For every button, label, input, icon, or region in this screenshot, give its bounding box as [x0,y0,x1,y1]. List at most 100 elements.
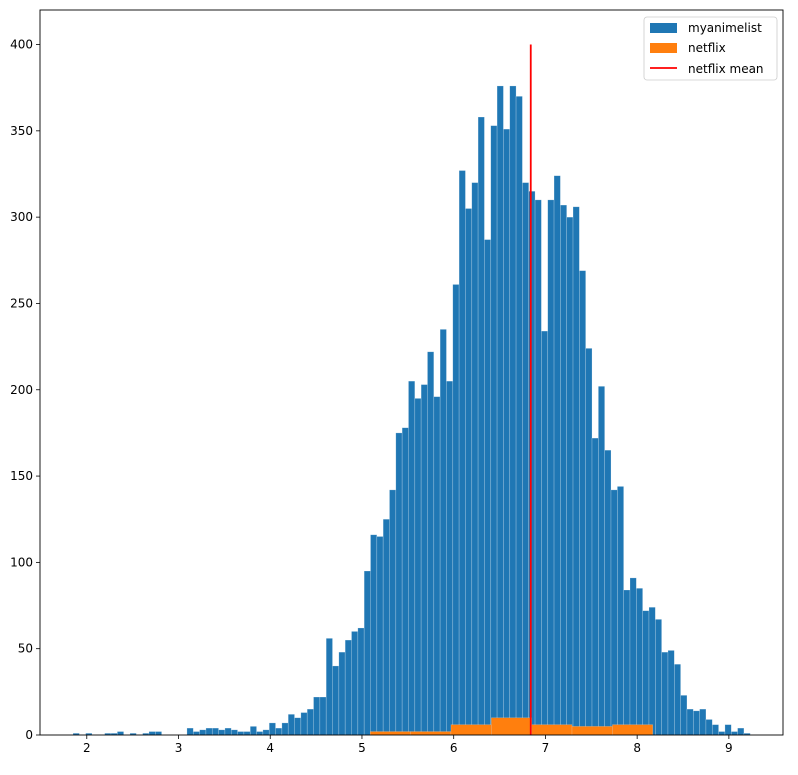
myanimelist-bar [737,727,745,736]
y-tick-label: 400 [10,38,33,52]
myanimelist-bar [205,727,213,736]
myanimelist-bars [72,85,751,736]
myanimelist-bar [585,348,593,736]
myanimelist-bar [509,85,517,736]
myanimelist-bar [648,606,656,736]
myanimelist-bar [591,437,599,736]
plot-frame [39,9,784,736]
myanimelist-bar [268,722,276,736]
myanimelist-bar [623,589,631,736]
myanimelist-bar [471,182,479,736]
myanimelist-bar [414,398,422,736]
myanimelist-bar [186,727,194,736]
myanimelist-bar [281,722,289,736]
myanimelist-bar [477,116,485,736]
myanimelist-bar [218,729,226,736]
myanimelist-bar [667,650,675,736]
myanimelist-bar [458,170,466,736]
x-tick-label: 5 [358,741,366,755]
myanimelist-bar [503,128,511,736]
y-tick-label: 150 [10,469,33,483]
netflix-bar [612,724,653,736]
myanimelist-bar [598,386,605,736]
myanimelist-bar [408,380,416,736]
myanimelist-bar [718,731,726,736]
myanimelist-bar [256,731,264,736]
x-tick-label: 4 [266,741,274,755]
myanimelist-bar [534,199,542,736]
x-tick-label: 8 [633,741,641,755]
legend-label-myanimelist: myanimelist [688,21,762,35]
myanimelist-bar [730,731,738,736]
netflix-bar [491,717,532,736]
myanimelist-bar [401,427,409,736]
legend-swatch-myanimelist [650,23,677,33]
myanimelist-bar [275,727,283,736]
x-tick-label: 3 [175,741,183,755]
myanimelist-bar [155,731,162,736]
myanimelist-bar [547,199,555,736]
myanimelist-bar [636,587,643,736]
myanimelist-bar [389,489,397,736]
myanimelist-bar [230,729,238,736]
myanimelist-bar [427,351,435,736]
x-tick-label: 7 [542,741,550,755]
myanimelist-bar [319,696,327,736]
y-tick-label: 100 [10,555,33,569]
myanimelist-bar [382,518,390,736]
myanimelist-bar [579,270,586,736]
x-tick-label: 2 [83,741,91,755]
myanimelist-bar [325,638,333,736]
myanimelist-bar [363,570,371,736]
myanimelist-bar [117,731,124,736]
y-tick-label: 50 [18,642,33,656]
myanimelist-bar [528,190,536,736]
myanimelist-bar [515,96,523,736]
myanimelist-bar [541,330,549,736]
y-axis: 0 50 100 150 200 250 300 350 400 [10,38,40,742]
legend-frame [643,16,778,81]
myanimelist-bar [692,710,700,736]
myanimelist-bar [446,380,454,736]
myanimelist-bar [655,619,662,736]
myanimelist-bar [313,696,321,736]
myanimelist-bar [705,719,713,736]
netflix-bar [450,724,492,736]
myanimelist-bar [496,85,504,736]
myanimelist-bar [642,610,650,736]
myanimelist-bar [224,727,232,736]
myanimelist-bar [553,175,561,736]
netflix-bar [410,731,452,736]
myanimelist-bar [572,206,580,736]
myanimelist-bar [604,449,612,736]
myanimelist-bar [300,712,308,736]
myanimelist-bar [522,182,530,736]
y-tick-label: 350 [10,124,33,138]
legend: myanimelist netflix netflix mean [643,16,778,81]
netflix-bar [531,724,573,736]
y-tick-label: 250 [10,296,33,310]
y-tick-label: 200 [10,383,33,397]
x-tick-label: 9 [725,741,733,755]
myanimelist-bar [699,708,707,736]
netflix-bar [369,731,411,736]
x-axis: 2 3 4 5 6 7 8 9 [83,735,733,755]
myanimelist-bar [338,651,346,736]
myanimelist-bar [610,489,618,736]
myanimelist-bar [560,204,568,736]
myanimelist-bar [395,432,403,736]
y-tick-label: 0 [25,728,33,742]
myanimelist-bar [629,577,637,736]
legend-label-netflix-mean: netflix mean [688,62,764,76]
myanimelist-bar [192,731,200,736]
myanimelist-bar [199,729,207,736]
myanimelist-bar [465,208,473,736]
myanimelist-bar [566,216,574,736]
myanimelist-bar [243,731,251,736]
myanimelist-bar [249,726,257,736]
myanimelist-bar [674,663,681,736]
legend-label-netflix: netflix [688,41,726,55]
myanimelist-bar [490,125,498,736]
myanimelist-bar [344,639,352,736]
